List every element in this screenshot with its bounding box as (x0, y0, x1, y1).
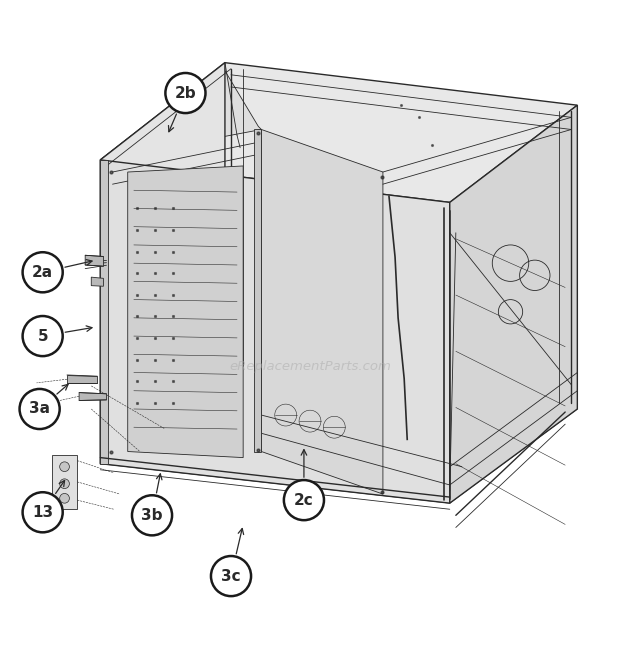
Text: 3b: 3b (141, 508, 163, 523)
Text: 3a: 3a (29, 401, 50, 416)
Circle shape (132, 495, 172, 535)
Polygon shape (100, 160, 449, 503)
Text: 13: 13 (32, 505, 53, 520)
Circle shape (20, 389, 60, 429)
Polygon shape (51, 455, 78, 510)
Circle shape (22, 252, 63, 292)
Text: 2a: 2a (32, 265, 53, 280)
Polygon shape (262, 129, 383, 494)
Polygon shape (100, 63, 577, 203)
Polygon shape (100, 63, 225, 464)
Polygon shape (91, 277, 104, 286)
Polygon shape (67, 375, 97, 383)
Text: 5: 5 (37, 329, 48, 344)
Polygon shape (100, 66, 262, 160)
Circle shape (60, 494, 69, 503)
Polygon shape (100, 160, 108, 464)
Text: 2b: 2b (175, 86, 197, 100)
Circle shape (60, 479, 69, 488)
Text: eReplacementParts.com: eReplacementParts.com (229, 360, 391, 373)
Polygon shape (450, 105, 577, 503)
Circle shape (284, 480, 324, 520)
Circle shape (166, 73, 205, 113)
Circle shape (22, 492, 63, 533)
Polygon shape (85, 255, 104, 266)
Circle shape (211, 556, 251, 596)
Circle shape (60, 462, 69, 472)
Polygon shape (254, 129, 262, 451)
Circle shape (22, 316, 63, 356)
Text: 2c: 2c (294, 492, 314, 508)
Polygon shape (128, 166, 243, 457)
Polygon shape (79, 393, 107, 401)
Polygon shape (100, 391, 577, 503)
Text: 3c: 3c (221, 568, 241, 583)
